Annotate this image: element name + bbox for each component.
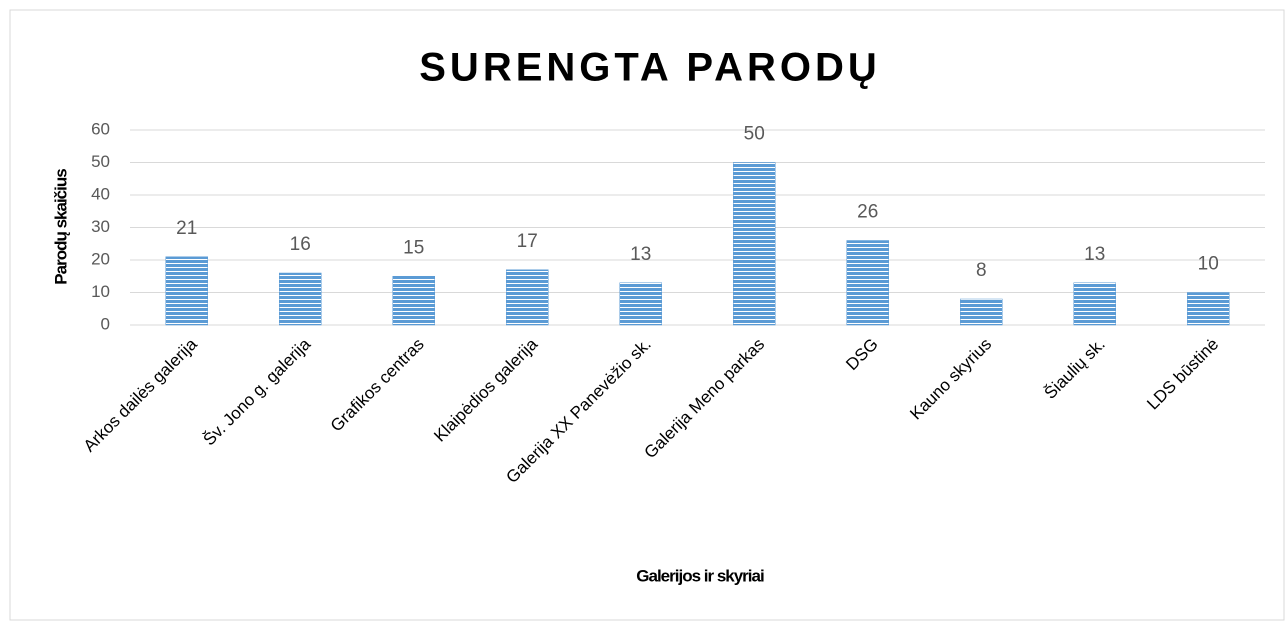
bar bbox=[846, 240, 889, 326]
y-axis-label: Parodų skaičius bbox=[51, 169, 70, 285]
bar bbox=[279, 272, 322, 326]
data-label: 15 bbox=[403, 237, 424, 258]
data-label: 8 bbox=[976, 260, 987, 281]
bar bbox=[960, 298, 1003, 326]
y-tick-label: 60 bbox=[91, 119, 110, 138]
y-tick-label: 30 bbox=[91, 217, 110, 236]
y-tick-label: 50 bbox=[91, 152, 110, 171]
data-label: 21 bbox=[176, 218, 197, 239]
data-label: 10 bbox=[1198, 254, 1219, 275]
chart-title: SURENGTA PARODŲ bbox=[419, 46, 880, 90]
data-label: 13 bbox=[630, 244, 651, 265]
y-tick-label: 10 bbox=[91, 282, 110, 301]
y-tick-label: 0 bbox=[101, 314, 110, 333]
bar bbox=[619, 282, 662, 326]
data-label: 17 bbox=[517, 231, 538, 252]
data-label: 50 bbox=[744, 124, 765, 145]
bar bbox=[392, 276, 435, 326]
bar bbox=[1073, 282, 1116, 326]
data-label: 16 bbox=[290, 234, 311, 255]
bar bbox=[506, 269, 549, 326]
bar bbox=[733, 162, 776, 326]
data-label: 13 bbox=[1084, 244, 1105, 265]
data-label: 26 bbox=[857, 202, 878, 223]
x-axis-label: Galerijos ir skyriai bbox=[636, 566, 764, 585]
y-tick-label: 40 bbox=[91, 184, 110, 203]
bar bbox=[165, 256, 208, 326]
y-tick-label: 20 bbox=[91, 249, 110, 268]
bar bbox=[1187, 292, 1230, 326]
